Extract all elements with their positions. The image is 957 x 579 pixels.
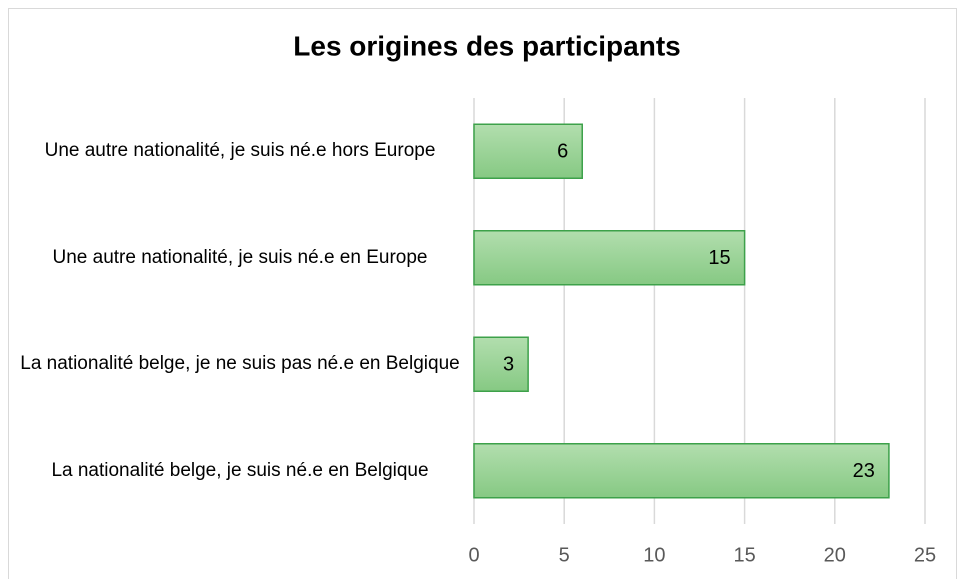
- x-tick-label: 25: [914, 544, 936, 566]
- x-tick-label: 10: [643, 544, 665, 566]
- data-label: 15: [708, 247, 730, 269]
- y-tick-label: Une autre nationalité, je suis né.e hors…: [44, 140, 436, 162]
- data-label: 23: [853, 460, 875, 482]
- chart-title: Les origines des participants: [293, 30, 680, 61]
- x-tick-label: 0: [468, 544, 479, 566]
- data-label: 6: [557, 141, 568, 163]
- y-tick-label: La nationalité belge, je ne suis pas né.…: [20, 353, 460, 375]
- x-tick-label: 15: [733, 544, 755, 566]
- y-tick-label: Une autre nationalité, je suis né.e en E…: [52, 246, 428, 268]
- bar: [473, 230, 746, 286]
- y-tick-label: La nationalité belge, je suis né.e en Be…: [51, 459, 429, 481]
- bar: [473, 336, 529, 392]
- data-label: 3: [503, 354, 514, 376]
- bar: [473, 443, 890, 499]
- x-tick-label: 20: [824, 544, 846, 566]
- bar: [473, 123, 583, 179]
- x-tick-label: 5: [559, 544, 570, 566]
